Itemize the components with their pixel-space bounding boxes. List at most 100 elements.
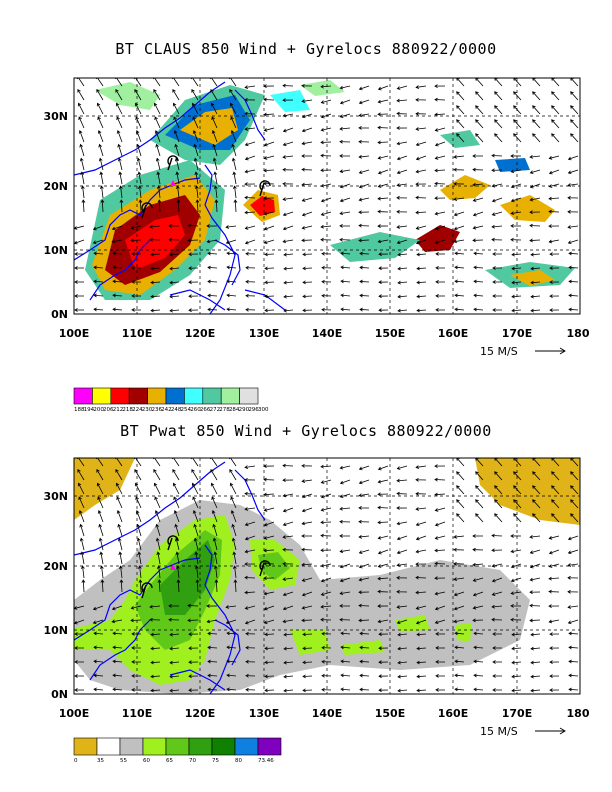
panel-2-map <box>74 458 580 694</box>
wind-vector <box>416 308 427 313</box>
wind-vector <box>212 523 218 537</box>
wind-vector <box>244 210 256 215</box>
wind-vector <box>377 479 389 484</box>
wind-vector <box>339 534 351 538</box>
wind-vector <box>119 199 124 213</box>
wind-vector <box>137 551 142 565</box>
wind-vector <box>135 116 142 129</box>
wind-vector <box>131 280 142 284</box>
wind-vector <box>153 102 161 115</box>
wind-vector <box>359 265 370 270</box>
wind-vector <box>434 239 446 245</box>
wind-vector <box>567 183 579 187</box>
wind-vector <box>226 279 237 284</box>
panel-1-frame <box>73 77 581 315</box>
panel-2-reference-arrow <box>535 727 566 735</box>
wind-vector <box>302 308 313 313</box>
wind-vector <box>320 140 332 145</box>
wind-vector <box>193 537 199 551</box>
wind-vector <box>491 548 503 553</box>
wind-vector <box>131 632 142 636</box>
wind-vector <box>320 237 332 242</box>
wind-vector <box>149 604 161 609</box>
wind-vector <box>454 279 465 284</box>
wind-vector <box>396 465 408 470</box>
wind-vector <box>415 575 427 580</box>
colorbar-label: 60 <box>143 758 150 764</box>
wind-vector <box>358 603 370 608</box>
wind-vector <box>377 125 389 130</box>
wind-vector <box>118 185 123 199</box>
wind-vector <box>339 237 351 242</box>
wind-vector <box>416 660 427 665</box>
wind-vector <box>77 469 85 481</box>
wind-vector <box>359 687 370 692</box>
wind-vector <box>93 687 104 692</box>
wind-vector <box>79 143 85 157</box>
wind-vector <box>229 102 237 115</box>
wind-vector <box>231 143 237 157</box>
panel-2-storm-markers <box>141 535 271 599</box>
colorbar-label: 200 <box>93 407 104 413</box>
wind-vector <box>529 590 541 595</box>
wind-vector <box>567 575 579 580</box>
wind-vector <box>456 499 465 509</box>
wind-vector <box>136 143 142 157</box>
wind-vector <box>339 183 351 189</box>
wind-vector <box>551 499 560 509</box>
wind-vector <box>207 293 218 298</box>
colorbar-label: 70 <box>189 758 196 764</box>
wind-vector <box>434 97 446 102</box>
wind-vector <box>510 154 522 158</box>
wind-vector <box>301 521 313 526</box>
wind-vector <box>169 632 180 637</box>
wind-vector <box>377 183 389 188</box>
wind-vector <box>321 251 332 256</box>
wind-vector <box>568 687 579 692</box>
wind-vector <box>137 171 142 185</box>
wind-vector <box>320 113 332 119</box>
wind-vector <box>435 632 446 636</box>
colorbar-swatch <box>184 387 204 405</box>
wind-vector <box>473 265 484 270</box>
wind-vector <box>510 183 522 189</box>
wind-vector <box>282 155 294 159</box>
wind-vector <box>211 130 218 143</box>
wind-vector <box>302 632 313 637</box>
wind-vector <box>320 507 332 512</box>
wind-vector <box>415 619 427 625</box>
wind-vector <box>415 549 427 554</box>
wind-vector <box>378 294 389 299</box>
wind-vector <box>263 112 275 117</box>
wind-vector <box>226 307 237 312</box>
wind-vector <box>377 604 389 608</box>
wind-vector <box>78 130 85 143</box>
wind-vector <box>456 471 465 481</box>
wind-vector <box>111 239 123 244</box>
wind-vector <box>320 168 332 173</box>
wind-vector <box>232 551 237 565</box>
wind-vector <box>529 549 541 555</box>
wind-vector <box>211 496 218 509</box>
colorbar-swatch <box>257 737 282 756</box>
wind-vector <box>321 307 332 312</box>
wind-vector <box>321 645 332 650</box>
wind-vector <box>111 605 123 611</box>
wind-vector <box>494 91 503 101</box>
wind-vector <box>175 565 180 579</box>
wind-vector <box>511 294 522 299</box>
wind-vector <box>156 171 161 185</box>
wind-vector <box>456 513 465 523</box>
colorbar-label: 80 <box>235 758 242 764</box>
wind-vector <box>264 688 275 693</box>
wind-vector <box>115 469 123 481</box>
wind-vector <box>358 113 370 118</box>
wind-vector <box>473 307 484 312</box>
wind-vector <box>214 579 219 593</box>
wind-vector <box>568 659 579 664</box>
wind-vector <box>415 477 427 482</box>
wind-vector <box>301 479 313 483</box>
wind-vector <box>551 471 560 481</box>
colorbar-label: 300 <box>258 407 269 413</box>
wind-vector <box>206 604 218 608</box>
